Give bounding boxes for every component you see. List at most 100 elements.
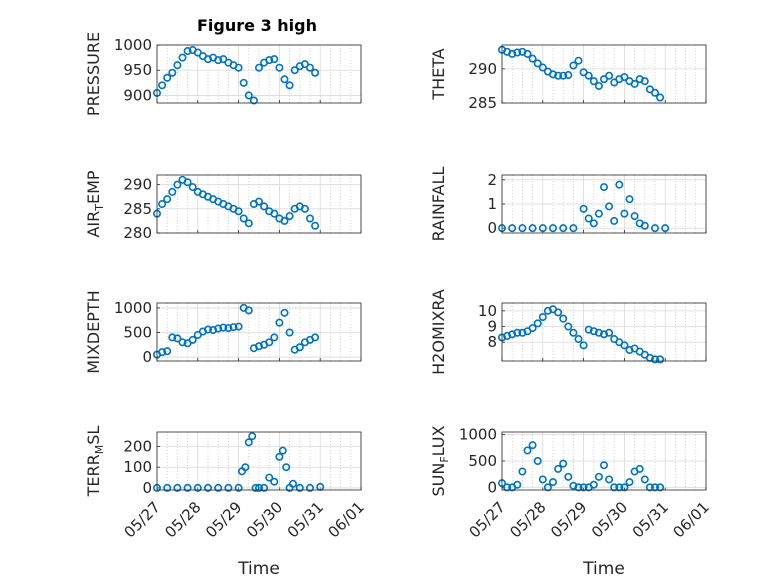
y-tick-label: 0 bbox=[142, 479, 152, 497]
y-label-part: PRESSURE bbox=[84, 32, 103, 116]
data-point bbox=[640, 77, 649, 86]
data-point bbox=[559, 224, 568, 233]
data-point bbox=[173, 180, 182, 189]
data-point bbox=[508, 224, 517, 233]
data-point bbox=[255, 342, 264, 351]
data-point bbox=[183, 178, 192, 187]
data-point bbox=[285, 328, 294, 337]
data-point bbox=[158, 348, 167, 357]
data-point bbox=[569, 61, 578, 70]
data-point bbox=[548, 478, 557, 487]
y-tick-label: 285 bbox=[123, 200, 152, 218]
data-point bbox=[295, 343, 304, 352]
data-point bbox=[255, 197, 264, 206]
data-point bbox=[559, 314, 568, 323]
y-axis-label: SUNFLUX bbox=[429, 425, 451, 496]
x-tick-label: 05/28 bbox=[506, 498, 549, 541]
data-point bbox=[209, 326, 218, 335]
data-point bbox=[282, 463, 291, 472]
data-point bbox=[630, 79, 639, 88]
data-point bbox=[214, 483, 223, 492]
data-point bbox=[193, 48, 202, 57]
data-point bbox=[255, 483, 264, 492]
data-point bbox=[528, 224, 537, 233]
data-point bbox=[605, 71, 614, 80]
data-point bbox=[650, 483, 659, 492]
data-point bbox=[538, 224, 547, 233]
y-label-part: H2OMIXRA bbox=[429, 289, 448, 375]
data-point bbox=[234, 322, 243, 331]
data-point bbox=[260, 202, 269, 211]
y-tick-label: 0 bbox=[142, 348, 152, 366]
data-point bbox=[538, 63, 547, 72]
data-point bbox=[661, 224, 670, 233]
data-point bbox=[543, 306, 552, 315]
y-label-part: SL bbox=[84, 426, 103, 445]
plot-area bbox=[157, 303, 361, 361]
data-point bbox=[163, 483, 172, 492]
y-tick-label: 200 bbox=[123, 438, 152, 456]
data-point bbox=[579, 204, 588, 213]
data-point bbox=[241, 463, 250, 472]
subplot-5: 0 500 1000 MIXDEPTH bbox=[84, 290, 362, 374]
y-tick-label: 0 bbox=[487, 478, 497, 496]
data-point bbox=[650, 88, 659, 97]
data-point bbox=[513, 328, 522, 337]
data-point bbox=[548, 70, 557, 79]
y-label-part: LUX bbox=[429, 425, 448, 456]
data-point bbox=[265, 56, 274, 65]
data-point bbox=[508, 330, 517, 339]
data-point bbox=[300, 204, 309, 213]
data-point bbox=[244, 91, 253, 100]
data-point bbox=[224, 483, 233, 492]
data-point bbox=[543, 483, 552, 492]
data-point bbox=[610, 483, 619, 492]
data-point bbox=[533, 59, 542, 68]
data-point bbox=[625, 478, 634, 487]
data-point bbox=[204, 55, 213, 64]
y-tick-label: 9 bbox=[487, 318, 497, 336]
y-label-part: TERR bbox=[84, 454, 103, 497]
data-point bbox=[173, 483, 182, 492]
data-point bbox=[168, 333, 177, 342]
data-point bbox=[280, 75, 289, 84]
y-axis-label: PRESSURE bbox=[84, 32, 103, 116]
data-point bbox=[605, 202, 614, 211]
y-tick-label: 1 bbox=[487, 195, 497, 213]
y-tick-label: 1000 bbox=[114, 299, 152, 317]
data-point bbox=[503, 331, 512, 340]
data-point bbox=[605, 328, 614, 337]
data-point bbox=[574, 335, 583, 344]
data-point bbox=[640, 221, 649, 230]
data-point bbox=[158, 200, 167, 209]
data-point bbox=[204, 325, 213, 334]
data-point bbox=[594, 472, 603, 481]
y-label-subscript: F bbox=[438, 456, 451, 462]
data-point bbox=[508, 49, 517, 58]
data-point bbox=[513, 480, 522, 489]
data-point bbox=[554, 308, 563, 317]
data-point bbox=[249, 96, 258, 105]
data-point bbox=[214, 324, 223, 333]
data-point bbox=[523, 49, 532, 58]
data-point bbox=[650, 224, 659, 233]
data-point bbox=[275, 63, 284, 72]
data-point bbox=[178, 338, 187, 347]
data-point bbox=[579, 483, 588, 492]
y-axis-label: RAINFALL bbox=[429, 167, 448, 242]
y-tick-label: 290 bbox=[468, 60, 497, 78]
data-point bbox=[584, 214, 593, 223]
data-point bbox=[538, 475, 547, 484]
data-point bbox=[275, 318, 284, 327]
x-tick-label: 05/30 bbox=[243, 498, 286, 541]
y-tick-label: 290 bbox=[123, 176, 152, 194]
data-point bbox=[564, 472, 573, 481]
data-point bbox=[244, 438, 253, 447]
subplot-3: 280 285 290 AIRTEMP bbox=[84, 170, 362, 242]
subplot-4: 0 1 2 RAINFALL bbox=[429, 167, 707, 242]
axes-box bbox=[501, 302, 707, 362]
y-label-subscript: T bbox=[93, 204, 106, 212]
data-point bbox=[579, 341, 588, 350]
y-tick-label: 100 bbox=[123, 458, 152, 476]
